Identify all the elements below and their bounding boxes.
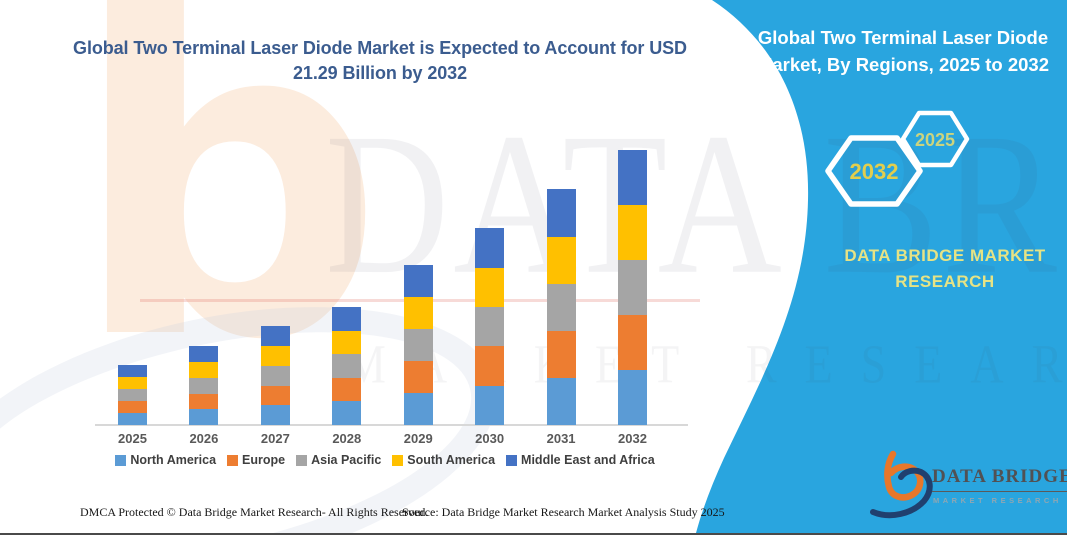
segment-south-america [475,267,505,307]
right-panel-title-line1: Global Two Terminal Laser Diode [757,27,1049,48]
segment-middle-east-and-africa [546,189,576,237]
segment-asia-pacific [475,306,505,347]
segment-north-america [475,385,505,425]
segment-asia-pacific [403,328,433,361]
hexagon-2032-label: 2032 [850,159,899,184]
segment-europe [475,346,505,386]
segment-north-america [618,370,647,425]
segment-europe [403,360,433,393]
watermark-text-market-research: MARKET RESEARCH [345,333,1067,395]
year-label-2029: 2029 [403,431,433,446]
year-label-2031: 2031 [546,431,576,446]
legend-swatch-icon [227,455,239,466]
segment-middle-east-and-africa [189,346,219,362]
year-label-2028: 2028 [332,431,362,446]
x-axis-line [95,424,688,426]
chart-title-line2: 21.29 Billion by 2032 [293,63,467,83]
logo-sub-text: MARKET RESEARCH [933,496,1062,505]
year-label-2032: 2032 [618,431,647,446]
logo-name-text: DATA BRIDGE [932,466,1067,492]
brand-text: DATA BRIDGE MARKET RESEARCH [825,243,1065,295]
chart-title-line1: Global Two Terminal Laser Diode Market i… [73,38,687,58]
legend-item-middle-east-and-africa: Middle East and Africa [506,453,655,467]
year-label-2027: 2027 [260,431,290,446]
legend-swatch-icon [296,455,308,466]
year-label-2026: 2026 [189,431,219,446]
legend-label: Asia Pacific [311,453,382,467]
legend-label: South America [407,453,496,467]
bar-2028 [332,306,362,425]
legend-item-europe: Europe [227,453,285,467]
segment-asia-pacific [618,260,647,316]
segment-middle-east-and-africa [475,228,505,268]
segment-europe [189,393,219,410]
legend-label: Europe [242,453,286,467]
segment-north-america [189,409,219,425]
segment-north-america [403,392,433,425]
legend-swatch-icon [115,455,127,466]
watermark-text-data-bridge: DATA BRIDGE [325,92,1067,317]
segment-middle-east-and-africa [332,306,362,331]
bar-2032 [618,150,647,425]
right-panel-title: Global Two Terminal Laser Diode Market, … [745,24,1061,78]
segment-south-america [118,377,147,389]
segment-europe [546,330,576,378]
segment-north-america [260,405,290,425]
segment-north-america [546,377,576,425]
right-panel-shape [696,0,1067,533]
segment-north-america [332,401,362,425]
segment-south-america [332,330,362,355]
bar-2027 [260,326,290,425]
bar-2026 [189,346,219,425]
legend-item-asia-pacific: Asia Pacific [296,453,381,467]
logo-b-icon [870,450,933,519]
segment-south-america [260,346,290,366]
source-text: Source: Data Bridge Market Research Mark… [402,505,725,519]
bar-2025 [118,365,147,425]
chart-title: Global Two Terminal Laser Diode Market i… [55,36,705,86]
legend-item-south-america: South America [392,453,495,467]
bar-2031 [546,189,576,425]
company-logo: DATA BRIDGE MARKET RESEARCH [870,448,1067,528]
brand-text-line1: DATA BRIDGE MARKET [844,246,1046,265]
segment-asia-pacific [546,283,576,331]
legend-label: North America [130,453,217,467]
bar-2029 [403,264,433,425]
segment-middle-east-and-africa [618,150,647,206]
segment-south-america [618,205,647,261]
chart-legend: North America Europe Asia Pacific South Ame… [85,453,685,467]
hexagon-2025 [900,110,970,168]
segment-south-america [189,362,219,378]
legend-label: Middle East and Africa [521,453,655,467]
segment-asia-pacific [332,354,362,378]
legend-item-north-america: North America [115,453,216,467]
segment-europe [118,401,147,413]
brand-text-line2: RESEARCH [895,272,995,291]
hexagon-2025-label: 2025 [915,130,955,150]
dmca-text: DMCA Protected © Data Bridge Market Rese… [80,505,429,519]
right-panel-title-line2: Market, By Regions, 2025 to 2032 [756,54,1050,75]
bar-2030 [475,228,505,425]
segment-middle-east-and-africa [260,326,290,346]
segment-south-america [546,236,576,284]
segment-asia-pacific [118,389,147,401]
segment-middle-east-and-africa [403,264,433,297]
segment-asia-pacific [189,377,219,394]
segment-europe [260,385,290,406]
segment-north-america [118,413,147,425]
segment-middle-east-and-africa [118,365,147,377]
segment-asia-pacific [260,365,290,386]
segment-south-america [403,296,433,329]
legend-swatch-icon [392,455,404,466]
hexagon-2032 [825,135,923,207]
year-label-2030: 2030 [475,431,505,446]
segment-europe [332,377,362,402]
legend-swatch-icon [506,455,518,466]
segment-europe [618,315,647,371]
year-label-2025: 2025 [118,431,147,446]
